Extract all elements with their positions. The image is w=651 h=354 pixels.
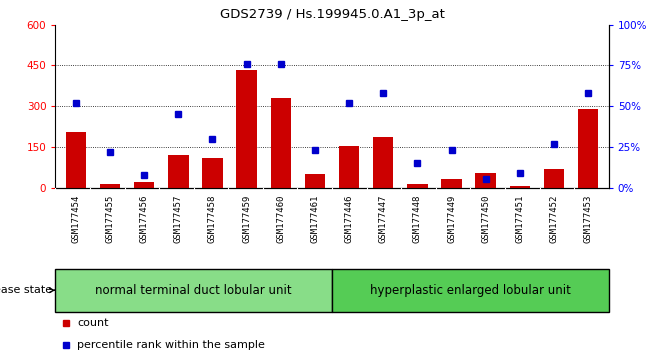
- Bar: [332, 269, 609, 312]
- Text: GSM177449: GSM177449: [447, 194, 456, 242]
- Bar: [510, 186, 530, 188]
- Text: GSM177446: GSM177446: [344, 194, 353, 242]
- Bar: [202, 158, 223, 188]
- Text: GSM177461: GSM177461: [311, 194, 320, 242]
- Text: GSM177458: GSM177458: [208, 194, 217, 242]
- Text: hyperplastic enlarged lobular unit: hyperplastic enlarged lobular unit: [370, 284, 571, 297]
- Title: GDS2739 / Hs.199945.0.A1_3p_at: GDS2739 / Hs.199945.0.A1_3p_at: [219, 8, 445, 21]
- Bar: [475, 173, 496, 188]
- Bar: [407, 183, 428, 188]
- Text: GSM177459: GSM177459: [242, 194, 251, 242]
- Text: percentile rank within the sample: percentile rank within the sample: [77, 339, 266, 350]
- Text: GSM177448: GSM177448: [413, 194, 422, 242]
- Bar: [305, 174, 326, 188]
- Text: GSM177460: GSM177460: [276, 194, 285, 242]
- Text: normal terminal duct lobular unit: normal terminal duct lobular unit: [95, 284, 292, 297]
- Bar: [236, 69, 257, 188]
- Text: GSM177450: GSM177450: [481, 194, 490, 242]
- Bar: [441, 179, 462, 188]
- Bar: [66, 132, 86, 188]
- Bar: [578, 109, 598, 188]
- Text: GSM177457: GSM177457: [174, 194, 183, 242]
- Text: GSM177454: GSM177454: [72, 194, 80, 242]
- Text: GSM177452: GSM177452: [549, 194, 559, 242]
- Text: count: count: [77, 318, 109, 329]
- Bar: [339, 145, 359, 188]
- Text: disease state: disease state: [0, 285, 55, 295]
- Text: GSM177456: GSM177456: [140, 194, 148, 242]
- Bar: [168, 155, 189, 188]
- Bar: [373, 137, 393, 188]
- Bar: [55, 269, 332, 312]
- Text: GSM177447: GSM177447: [379, 194, 388, 242]
- Text: GSM177451: GSM177451: [516, 194, 524, 242]
- Text: GSM177453: GSM177453: [584, 194, 592, 242]
- Bar: [100, 183, 120, 188]
- Text: GSM177455: GSM177455: [105, 194, 115, 242]
- Bar: [544, 169, 564, 188]
- Bar: [134, 182, 154, 188]
- Bar: [271, 98, 291, 188]
